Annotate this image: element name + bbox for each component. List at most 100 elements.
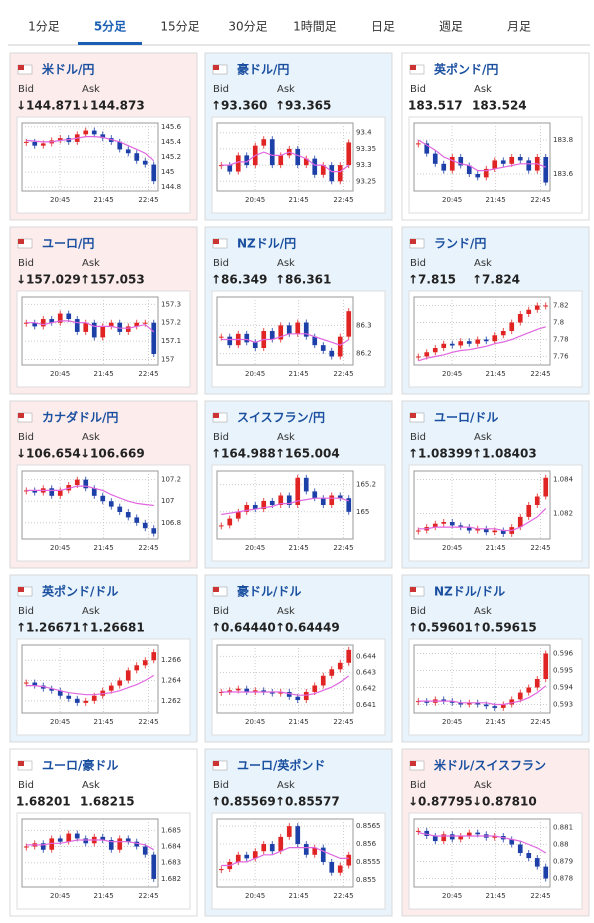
candle-body [100, 134, 106, 139]
pair-title[interactable]: ユーロ/豪ドル [42, 758, 118, 773]
candle-body [151, 652, 157, 661]
candle-body [303, 691, 309, 701]
y-tick-label: 0.856 [356, 840, 377, 848]
x-tick-label: 22:45 [333, 370, 353, 378]
flag-mark [410, 239, 416, 244]
flag-mark [213, 239, 219, 244]
candle-body [329, 495, 335, 505]
candle-body [235, 688, 241, 691]
ask-label: Ask [474, 780, 492, 791]
ask-value: 1.68215 [80, 795, 135, 809]
candle-body [244, 505, 250, 512]
tab[interactable]: 30分足 [228, 20, 267, 34]
tab[interactable]: 1分足 [28, 20, 60, 34]
candle-body [227, 165, 233, 172]
candle-body [449, 157, 455, 171]
bid-value: ↓0.87795 [408, 795, 473, 809]
candle-body [458, 836, 464, 840]
x-tick-label: 20:45 [442, 196, 462, 204]
candle-body [218, 165, 224, 167]
candle-body [261, 690, 267, 692]
ask-value: ↑1.26681 [80, 621, 145, 635]
candle-body [142, 160, 148, 165]
pair-title[interactable]: NZドル/ドル [434, 585, 505, 599]
candle-body [100, 326, 106, 338]
y-tick-label: 0.8555 [356, 858, 381, 866]
tab[interactable]: 5分足 [94, 19, 126, 34]
y-tick-label: 145.4 [161, 138, 182, 146]
y-tick-label: 145 [161, 168, 174, 176]
ask-value: ↑0.64449 [275, 621, 340, 635]
bid-label: Bid [213, 606, 229, 617]
pair-title[interactable]: カナダドル/円 [42, 410, 118, 425]
tab[interactable]: 1時間足 [293, 20, 337, 34]
candle-body [441, 834, 447, 842]
pair-title[interactable]: 豪ドル/円 [237, 62, 289, 77]
candle-body [517, 157, 523, 161]
candle-body [475, 339, 481, 344]
moving-average [221, 846, 349, 867]
candle-body [466, 702, 472, 705]
bid-value: ↑86.349 [211, 273, 267, 287]
flag-mark [410, 587, 416, 592]
ask-label: Ask [82, 84, 100, 95]
moving-average [26, 674, 155, 696]
x-tick-label: 22:45 [530, 196, 550, 204]
pair-title[interactable]: 英ポンド/円 [434, 62, 498, 77]
x-tick-label: 22:45 [138, 196, 158, 204]
x-tick-label: 20:45 [442, 370, 462, 378]
ask-value: ↑0.85577 [275, 795, 340, 809]
moving-average [221, 675, 350, 696]
pair-title[interactable]: 豪ドル/ドル [237, 584, 301, 599]
pair-title[interactable]: NZドル/円 [237, 237, 296, 251]
candle-body [74, 833, 80, 839]
pair-title[interactable]: ユーロ/ドル [434, 411, 498, 425]
x-tick-label: 21:45 [289, 892, 309, 900]
pair-title[interactable]: 米ドル/円 [42, 62, 94, 77]
y-tick-label: 157.3 [161, 300, 181, 308]
candle-body [32, 682, 38, 686]
x-tick-label: 20:45 [50, 196, 70, 204]
pair-title[interactable]: ユーロ/円 [42, 237, 94, 251]
tab[interactable]: 週足 [439, 20, 463, 34]
x-tick-label: 21:45 [289, 544, 309, 552]
pair-title[interactable]: ユーロ/英ポンド [237, 758, 325, 773]
bid-label: Bid [18, 432, 34, 443]
candle-body [543, 305, 549, 307]
pair-title[interactable]: 英ポンド/ドル [42, 584, 118, 599]
candle-body [458, 525, 464, 528]
y-tick-label: 145.6 [161, 123, 182, 131]
x-tick-label: 20:45 [50, 892, 70, 900]
candle-body [74, 698, 80, 703]
tab[interactable]: 月足 [507, 20, 531, 34]
candle-body [415, 143, 421, 145]
y-tick-label: 0.594 [553, 684, 574, 692]
candle-body [329, 861, 335, 873]
candle-body [295, 696, 301, 701]
y-tick-label: 1.264 [161, 677, 182, 685]
candle-body [278, 325, 284, 340]
bid-label: Bid [18, 258, 34, 269]
candle-body [74, 319, 80, 332]
ask-label: Ask [277, 780, 295, 791]
candle-body [83, 838, 89, 844]
flag-mark [213, 65, 219, 70]
y-tick-label: 183.6 [553, 170, 574, 178]
candle-body [449, 834, 455, 840]
y-tick-label: 1.684 [161, 843, 182, 851]
bid-value: ↓157.029 [16, 273, 81, 287]
candle-body [337, 336, 343, 357]
candle-body [100, 495, 106, 502]
plot-area [216, 296, 354, 366]
tab[interactable]: 日足 [371, 20, 395, 34]
flag-mark [213, 587, 219, 592]
pair-title[interactable]: スイスフラン/円 [237, 411, 325, 425]
x-tick-label: 21:45 [289, 196, 309, 204]
pair-title[interactable]: 米ドル/スイスフラン [434, 758, 546, 773]
pair-title[interactable]: ランド/円 [434, 237, 486, 251]
candle-body [235, 155, 241, 172]
tab[interactable]: 15分足 [160, 20, 199, 34]
candle-body [49, 838, 55, 850]
y-tick-label: 1.683 [161, 859, 181, 867]
candle-body [458, 157, 464, 166]
